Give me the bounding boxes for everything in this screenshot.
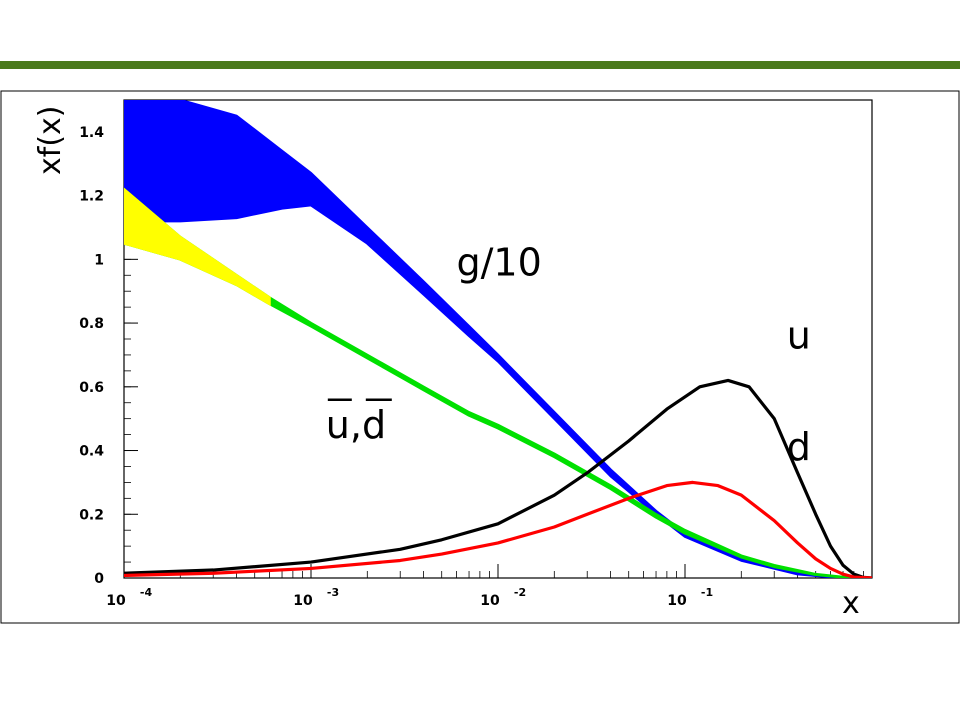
x-tick-label-base: 10 <box>106 593 126 609</box>
series-band-lowx-u-d <box>124 187 271 307</box>
y-tick-label: 1 <box>94 252 104 268</box>
y-tick-label: 1.4 <box>79 125 104 141</box>
y-axis-title: xf(x) <box>33 106 68 175</box>
y-tick-label: 1.2 <box>79 189 104 205</box>
x-tick-label-exponent: -1 <box>701 586 713 599</box>
curve-label-d: d <box>787 425 811 469</box>
curve-label-u-d: u,d <box>326 403 386 447</box>
y-tick-label: 0.8 <box>79 316 104 332</box>
series-layer <box>124 100 872 578</box>
pdf-chart: 0 0.2 0.4 0.6 0.8 1 1.2 1.4 10 -4 10 -3 10 -2 10 -1 g/10… <box>33 99 873 621</box>
x-tick-label-exponent: -4 <box>140 586 153 599</box>
header-bar <box>0 61 960 69</box>
series-line-u <box>124 378 872 578</box>
x-tick-label-exponent: -2 <box>514 586 526 599</box>
curve-label-g-10: g/10 <box>457 240 542 284</box>
x-tick-label-base: 10 <box>480 593 500 609</box>
curve-label-u: u <box>787 314 811 358</box>
y-tick-label: 0 <box>94 571 104 587</box>
x-axis-title: x <box>842 586 860 621</box>
series-line-d <box>124 480 872 578</box>
x-tick-label-exponent: -3 <box>327 586 339 599</box>
y-tick-label: 0.4 <box>79 444 104 460</box>
x-tick-label-base: 10 <box>293 593 313 609</box>
x-tick-label-base: 10 <box>667 593 687 609</box>
y-tick-label: 0.6 <box>79 380 104 396</box>
y-tick-label: 0.2 <box>79 507 104 523</box>
